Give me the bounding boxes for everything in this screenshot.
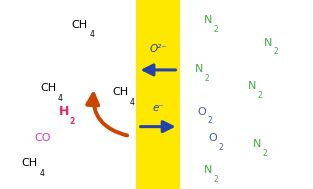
Text: 2: 2 (262, 149, 267, 158)
FancyArrowPatch shape (87, 94, 127, 136)
Text: H: H (59, 105, 69, 118)
Text: N: N (195, 64, 203, 74)
Text: 2: 2 (214, 25, 219, 34)
Text: O²⁻: O²⁻ (149, 44, 167, 54)
Text: N: N (204, 165, 212, 175)
Text: 2: 2 (218, 143, 223, 152)
Text: 2: 2 (70, 117, 75, 126)
Text: 2: 2 (273, 47, 278, 57)
Text: O: O (198, 107, 206, 116)
Text: 2: 2 (208, 116, 213, 125)
Text: 2: 2 (214, 175, 219, 184)
Text: e⁻: e⁻ (152, 103, 164, 113)
Text: 4: 4 (130, 98, 135, 107)
Text: 4: 4 (89, 30, 94, 40)
Bar (136, 0, 180, 189)
Text: 2: 2 (204, 74, 209, 83)
Text: CH: CH (112, 87, 129, 97)
Text: CH: CH (22, 159, 38, 168)
Text: O: O (208, 133, 217, 143)
Text: 4: 4 (58, 94, 63, 103)
Text: N: N (253, 139, 261, 149)
Text: N: N (248, 81, 256, 91)
Text: N: N (264, 38, 272, 47)
Text: CO: CO (34, 133, 50, 143)
Text: 2: 2 (258, 91, 263, 100)
Text: CH: CH (72, 20, 88, 29)
Text: CH: CH (40, 83, 57, 93)
Text: N: N (204, 15, 212, 25)
Text: 4: 4 (39, 169, 44, 178)
